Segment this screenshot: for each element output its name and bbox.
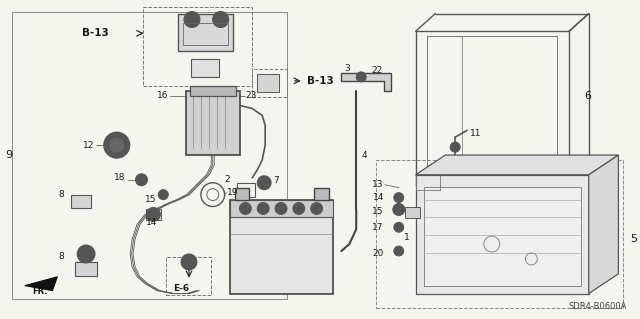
Bar (71, 195, 91, 209)
Text: B-13: B-13 (82, 28, 109, 38)
Circle shape (181, 254, 197, 270)
Bar (147, 210, 161, 220)
Bar (178, 13, 232, 51)
Text: 22: 22 (371, 66, 382, 75)
Circle shape (293, 203, 305, 214)
Bar (186, 91, 241, 155)
Bar (424, 187, 581, 286)
Bar (76, 262, 97, 276)
Text: 8: 8 (59, 190, 64, 199)
Bar (190, 86, 237, 96)
Text: 15: 15 (145, 195, 156, 204)
Bar (252, 69, 287, 97)
Text: 1: 1 (404, 233, 410, 242)
Text: 14: 14 (147, 218, 158, 227)
Text: 2: 2 (224, 175, 230, 184)
Bar (234, 188, 250, 200)
Circle shape (239, 203, 252, 214)
Circle shape (394, 193, 404, 203)
Text: B-13: B-13 (307, 76, 333, 86)
Bar (415, 175, 589, 293)
Circle shape (393, 204, 404, 215)
Bar (143, 7, 252, 86)
Circle shape (310, 203, 323, 214)
Circle shape (394, 246, 404, 256)
Circle shape (275, 203, 287, 214)
Bar (257, 74, 279, 92)
Text: 15: 15 (372, 207, 384, 216)
Polygon shape (25, 277, 58, 291)
Bar (230, 200, 333, 293)
Text: 5: 5 (630, 234, 637, 244)
Text: 11: 11 (470, 129, 481, 138)
Text: 8: 8 (59, 252, 64, 262)
Bar (237, 183, 255, 197)
Text: 6: 6 (584, 91, 591, 101)
Text: 20: 20 (372, 249, 384, 258)
Circle shape (158, 190, 168, 200)
Polygon shape (415, 155, 618, 175)
Text: 7: 7 (273, 176, 279, 185)
Text: 17: 17 (372, 223, 384, 232)
Text: 16: 16 (157, 91, 168, 100)
Text: 9: 9 (5, 150, 12, 160)
Circle shape (356, 72, 366, 82)
Text: 23: 23 (245, 91, 257, 100)
Circle shape (104, 132, 130, 158)
Circle shape (147, 207, 160, 221)
Bar (183, 23, 228, 45)
Text: 14: 14 (372, 193, 384, 202)
Text: E-6: E-6 (173, 284, 189, 293)
Bar (314, 188, 328, 200)
Circle shape (77, 245, 95, 263)
Bar (404, 206, 420, 219)
Circle shape (212, 11, 228, 27)
Text: 19: 19 (227, 188, 238, 197)
Text: 18: 18 (114, 173, 125, 182)
Text: 4: 4 (361, 151, 367, 160)
Bar (166, 257, 211, 294)
Polygon shape (341, 73, 391, 91)
Circle shape (394, 222, 404, 232)
Text: 13: 13 (372, 180, 384, 189)
Polygon shape (589, 155, 618, 293)
Text: 12: 12 (83, 141, 94, 150)
Text: SDR4-B0600A: SDR4-B0600A (569, 302, 627, 311)
Bar (376, 160, 623, 308)
Circle shape (184, 11, 200, 27)
Circle shape (257, 176, 271, 190)
Text: 3: 3 (344, 64, 350, 73)
Circle shape (110, 138, 124, 152)
Text: FR.: FR. (33, 287, 48, 296)
Circle shape (136, 174, 147, 186)
Bar (230, 200, 333, 217)
Bar (191, 59, 219, 77)
Circle shape (450, 142, 460, 152)
Circle shape (257, 203, 269, 214)
